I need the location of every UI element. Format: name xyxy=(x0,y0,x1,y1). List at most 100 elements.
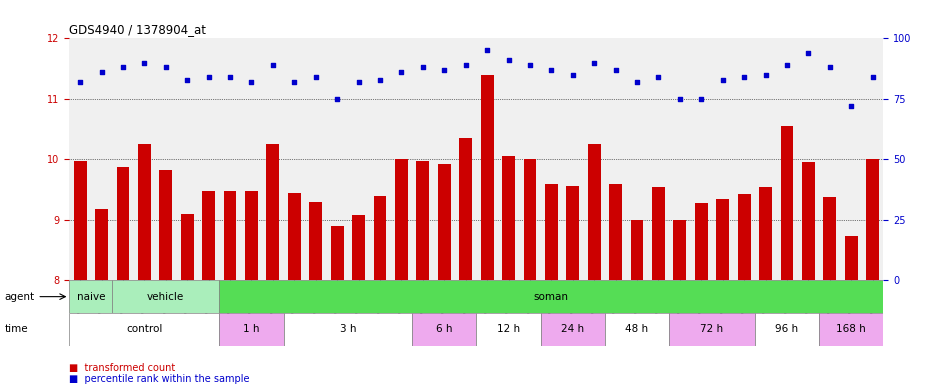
Text: GDS4940 / 1378904_at: GDS4940 / 1378904_at xyxy=(69,23,206,36)
Text: agent: agent xyxy=(5,291,35,302)
Bar xyxy=(112,280,219,313)
Text: naive: naive xyxy=(77,291,105,302)
Point xyxy=(586,60,601,66)
Text: 168 h: 168 h xyxy=(836,324,866,334)
Bar xyxy=(755,313,820,346)
Bar xyxy=(413,313,476,346)
Text: 12 h: 12 h xyxy=(497,324,520,334)
Bar xyxy=(738,194,750,280)
Bar xyxy=(159,170,172,280)
Bar xyxy=(866,159,879,280)
Point xyxy=(822,65,837,71)
Bar xyxy=(180,214,193,280)
Text: time: time xyxy=(5,324,29,334)
Bar xyxy=(631,220,644,280)
Bar xyxy=(395,159,408,280)
Bar xyxy=(716,199,729,280)
Text: 96 h: 96 h xyxy=(775,324,798,334)
Point xyxy=(265,62,280,68)
Point xyxy=(394,69,409,75)
Bar xyxy=(695,203,708,280)
Bar xyxy=(823,197,836,280)
Bar xyxy=(266,144,279,280)
Point xyxy=(630,79,645,85)
Point xyxy=(73,79,88,85)
Bar xyxy=(524,159,536,280)
Bar xyxy=(566,186,579,280)
Point xyxy=(736,74,751,80)
Bar xyxy=(219,313,284,346)
Bar xyxy=(610,184,622,280)
Bar xyxy=(481,74,494,280)
Bar xyxy=(781,126,794,280)
Bar xyxy=(203,191,215,280)
Point xyxy=(458,62,473,68)
Point xyxy=(202,74,216,80)
Point xyxy=(94,69,109,75)
Text: vehicle: vehicle xyxy=(147,291,184,302)
Point xyxy=(480,47,495,53)
Bar xyxy=(219,280,883,313)
Point xyxy=(715,76,730,83)
Text: ■  percentile rank within the sample: ■ percentile rank within the sample xyxy=(69,374,250,384)
Bar xyxy=(652,187,665,280)
Bar xyxy=(820,313,883,346)
Point xyxy=(415,65,430,71)
Bar xyxy=(545,184,558,280)
Point xyxy=(501,57,516,63)
Text: 24 h: 24 h xyxy=(561,324,585,334)
Point xyxy=(609,67,623,73)
Bar xyxy=(438,164,450,280)
Point xyxy=(287,79,302,85)
Bar xyxy=(502,156,515,280)
Bar xyxy=(759,187,772,280)
Point xyxy=(308,74,323,80)
Point xyxy=(352,79,366,85)
Bar xyxy=(224,191,237,280)
Point xyxy=(865,74,880,80)
Point xyxy=(329,96,344,102)
Point xyxy=(801,50,816,56)
Point xyxy=(158,65,173,71)
Bar xyxy=(459,138,472,280)
Point xyxy=(373,76,388,83)
Point xyxy=(137,60,152,66)
Text: 48 h: 48 h xyxy=(625,324,648,334)
Point xyxy=(651,74,666,80)
Bar xyxy=(673,220,686,280)
Bar xyxy=(416,161,429,280)
Text: 6 h: 6 h xyxy=(436,324,452,334)
Text: control: control xyxy=(126,324,163,334)
Bar xyxy=(669,313,755,346)
Bar xyxy=(540,313,605,346)
Point xyxy=(780,62,795,68)
Bar xyxy=(352,215,365,280)
Bar xyxy=(802,162,815,280)
Point xyxy=(544,67,559,73)
Point xyxy=(437,67,451,73)
Bar xyxy=(374,195,387,280)
Text: 3 h: 3 h xyxy=(339,324,356,334)
Point xyxy=(694,96,709,102)
Bar xyxy=(309,202,322,280)
Bar xyxy=(74,161,87,280)
Bar xyxy=(245,191,258,280)
Bar xyxy=(587,144,600,280)
Text: 72 h: 72 h xyxy=(700,324,723,334)
Bar xyxy=(95,209,108,280)
Bar xyxy=(476,313,540,346)
Point xyxy=(116,65,130,71)
Point xyxy=(844,103,858,109)
Bar xyxy=(69,280,112,313)
Text: soman: soman xyxy=(534,291,569,302)
Bar xyxy=(605,313,669,346)
Bar xyxy=(288,193,301,280)
Point xyxy=(244,79,259,85)
Point xyxy=(179,76,194,83)
Bar xyxy=(138,144,151,280)
Bar xyxy=(331,226,343,280)
Bar xyxy=(845,236,857,280)
Point xyxy=(565,71,580,78)
Point xyxy=(672,96,687,102)
Point xyxy=(758,71,773,78)
